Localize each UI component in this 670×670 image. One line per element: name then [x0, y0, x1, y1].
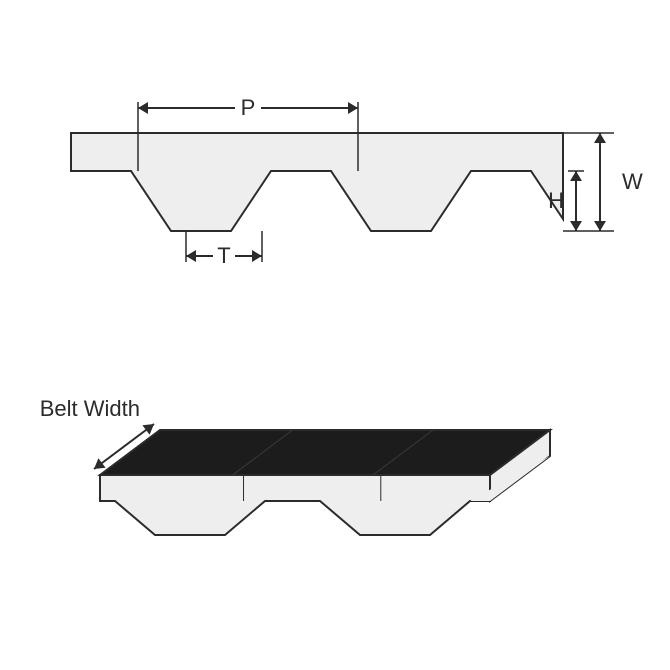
label-overall-height: W — [622, 169, 643, 194]
label-tooth-height: H — [548, 188, 564, 213]
label-belt-width: Belt Width — [40, 396, 140, 421]
belt-front-face — [100, 475, 490, 535]
belt-cross-section — [71, 133, 563, 231]
label-tooth: T — [217, 243, 230, 268]
belt-top-face — [100, 430, 550, 475]
label-pitch: P — [241, 95, 256, 120]
